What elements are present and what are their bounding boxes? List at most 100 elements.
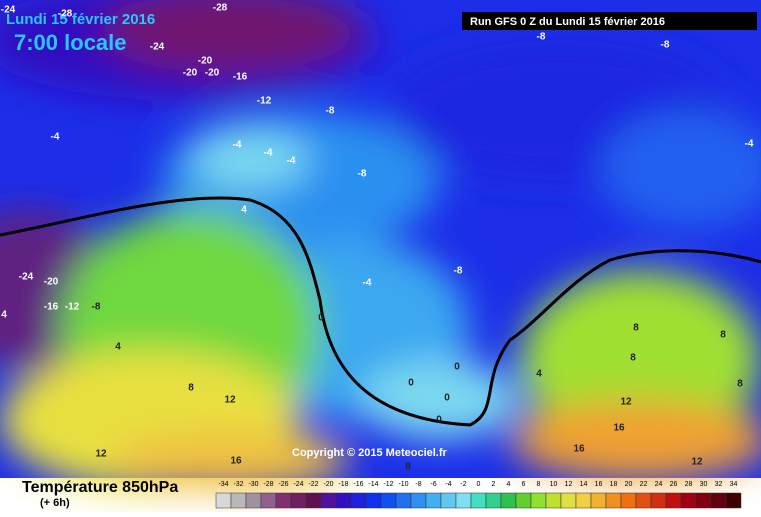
legend-tick-label: -30 [248, 481, 258, 488]
legend-swatch [725, 492, 742, 509]
contour-label: 4 [536, 369, 542, 380]
contour-label: 8 [630, 353, 636, 364]
contour-label: -12 [65, 302, 80, 313]
legend-tick-label: -16 [353, 481, 363, 488]
legend-swatch [350, 492, 367, 509]
legend-swatch [635, 492, 652, 509]
contour-label: -20 [205, 68, 220, 79]
legend: -34 -32 -30 -28 -26 -24 -22 -20 -18 -16 -14 -12 -10-… [215, 481, 742, 509]
legend-swatch [305, 492, 322, 509]
contour-label: 4 [1, 310, 7, 321]
legend-swatch [425, 492, 442, 509]
legend-tick-label: 16 [595, 481, 603, 488]
legend-swatch [620, 492, 637, 509]
temperature-field [0, 0, 761, 490]
legend-swatch [485, 492, 502, 509]
legend-swatch [290, 492, 307, 509]
legend-swatch [245, 492, 262, 509]
legend-tick-label: -2 [460, 481, 466, 488]
time: 7:00 locale [14, 30, 127, 55]
legend-tick-label: 8 [537, 481, 541, 488]
contour-label: -4 [233, 140, 242, 151]
legend-tick-label: -20 [323, 481, 333, 488]
legend-swatch [665, 492, 682, 509]
contour-label: -24 [150, 42, 165, 53]
contour-label: 8 [633, 323, 639, 334]
legend-subtitle: (+ 6h) [40, 497, 70, 509]
legend-swatch [680, 492, 697, 509]
contour-label: 4 [241, 205, 247, 216]
legend-tick-label: 0 [477, 481, 481, 488]
contour-label: -8 [358, 169, 367, 180]
contour-label: -16 [44, 302, 59, 313]
legend-tick-label: 30 [700, 481, 708, 488]
contour-label: -8 [537, 32, 546, 43]
contour-label: 12 [620, 397, 632, 408]
contour-label: 8 [720, 330, 726, 341]
contour-label: -28 [58, 9, 73, 20]
legend-swatch [650, 492, 667, 509]
legend-swatch [575, 492, 592, 509]
legend-tick-label: -8 [415, 481, 421, 488]
contour-label: -12 [257, 96, 272, 107]
contour-label: -20 [44, 277, 59, 288]
legend-swatch [365, 492, 382, 509]
legend-tick-label: 14 [580, 481, 588, 488]
legend-tick-label: -28 [263, 481, 273, 488]
legend-tick-label: 10 [550, 481, 558, 488]
contour-label: 0 [408, 378, 414, 389]
legend-swatch [455, 492, 472, 509]
legend-tick-label: -10 [398, 481, 408, 488]
legend-swatch [215, 492, 232, 509]
legend-swatch [275, 492, 292, 509]
legend-tick-label: 24 [655, 481, 663, 488]
contour-label: 16 [573, 444, 585, 455]
legend-tick-label: -22 [308, 481, 318, 488]
legend-swatch [260, 492, 277, 509]
contour-label: -20 [198, 56, 213, 67]
contour-label: 12 [691, 457, 703, 468]
legend-tick-label: 18 [610, 481, 618, 488]
contour-label: -24 [19, 272, 34, 283]
legend-swatch [695, 492, 712, 509]
legend-tick-label: 22 [640, 481, 648, 488]
legend-tick-label: 12 [565, 481, 573, 488]
legend-tick-label: -14 [368, 481, 378, 488]
legend-swatch [590, 492, 607, 509]
legend-tick-label: 34 [730, 481, 738, 488]
contour-label: -28 [213, 3, 228, 14]
contour-label: 0 [318, 313, 324, 324]
legend-swatch [530, 492, 547, 509]
legend-tick-label: 20 [625, 481, 633, 488]
legend-tick-label: 26 [670, 481, 678, 488]
run-box [462, 12, 757, 30]
contour-label: 0 [436, 415, 442, 426]
legend-tick-label: -26 [278, 481, 288, 488]
legend-swatch [410, 492, 427, 509]
legend-tick-label: 2 [492, 481, 496, 488]
contour-label: -4 [51, 132, 60, 143]
copyright: Copyright © 2015 Meteociel.fr [292, 447, 448, 459]
legend-swatch [395, 492, 412, 509]
legend-swatch [320, 492, 337, 509]
contour-labels: -24 -28-28-24-20-20 -20 -16-12-8-8-8-4-4-4-… [1, 3, 754, 473]
contour-label: 8 [188, 383, 194, 394]
contour-label: -8 [326, 106, 335, 117]
legend-swatch [515, 492, 532, 509]
contour-label: -8 [454, 266, 463, 277]
contour-label: 4 [115, 342, 121, 353]
legend-swatch [440, 492, 457, 509]
run: Run GFS 0 Z du Lundi 15 février 2016 [470, 16, 665, 28]
legend-swatch [710, 492, 727, 509]
legend-tick-label: -32 [233, 481, 243, 488]
legend-swatch [335, 492, 352, 509]
contour-label: -24 [1, 5, 16, 16]
contour-label: -20 [183, 68, 198, 79]
contour-label: -4 [363, 278, 372, 289]
legend-swatch [560, 492, 577, 509]
legend-swatch [380, 492, 397, 509]
contour-label: -4 [287, 156, 296, 167]
contour-label: 16 [230, 456, 242, 467]
